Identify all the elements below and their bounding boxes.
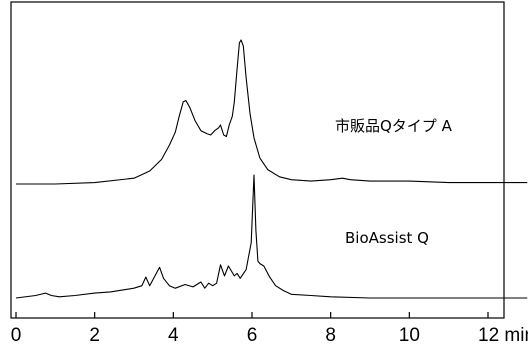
trace-commercial-q-type-a (16, 39, 528, 185)
x-tick-label: 2 (89, 325, 100, 345)
trace-bioassist-q (15, 174, 528, 299)
x-tick-label: 8 (325, 325, 336, 345)
series-label-bioassist-q: BioAssist Q (345, 229, 429, 247)
traces-group (15, 39, 528, 299)
x-tick-label: 12 min (478, 325, 528, 345)
plot-frame (10, 1, 505, 319)
series-label-commercial-q-type-a: 市販品Qタイプ A (335, 117, 453, 135)
x-axis-ticks (15, 312, 489, 318)
x-tick-label: 0 (11, 325, 22, 345)
x-axis-tick-labels: 0 2 4 6 8 10 12 min (11, 325, 528, 345)
x-tick-label: 4 (168, 325, 179, 345)
x-tick-label: 10 (399, 325, 420, 345)
x-tick-label: 6 (247, 325, 258, 345)
